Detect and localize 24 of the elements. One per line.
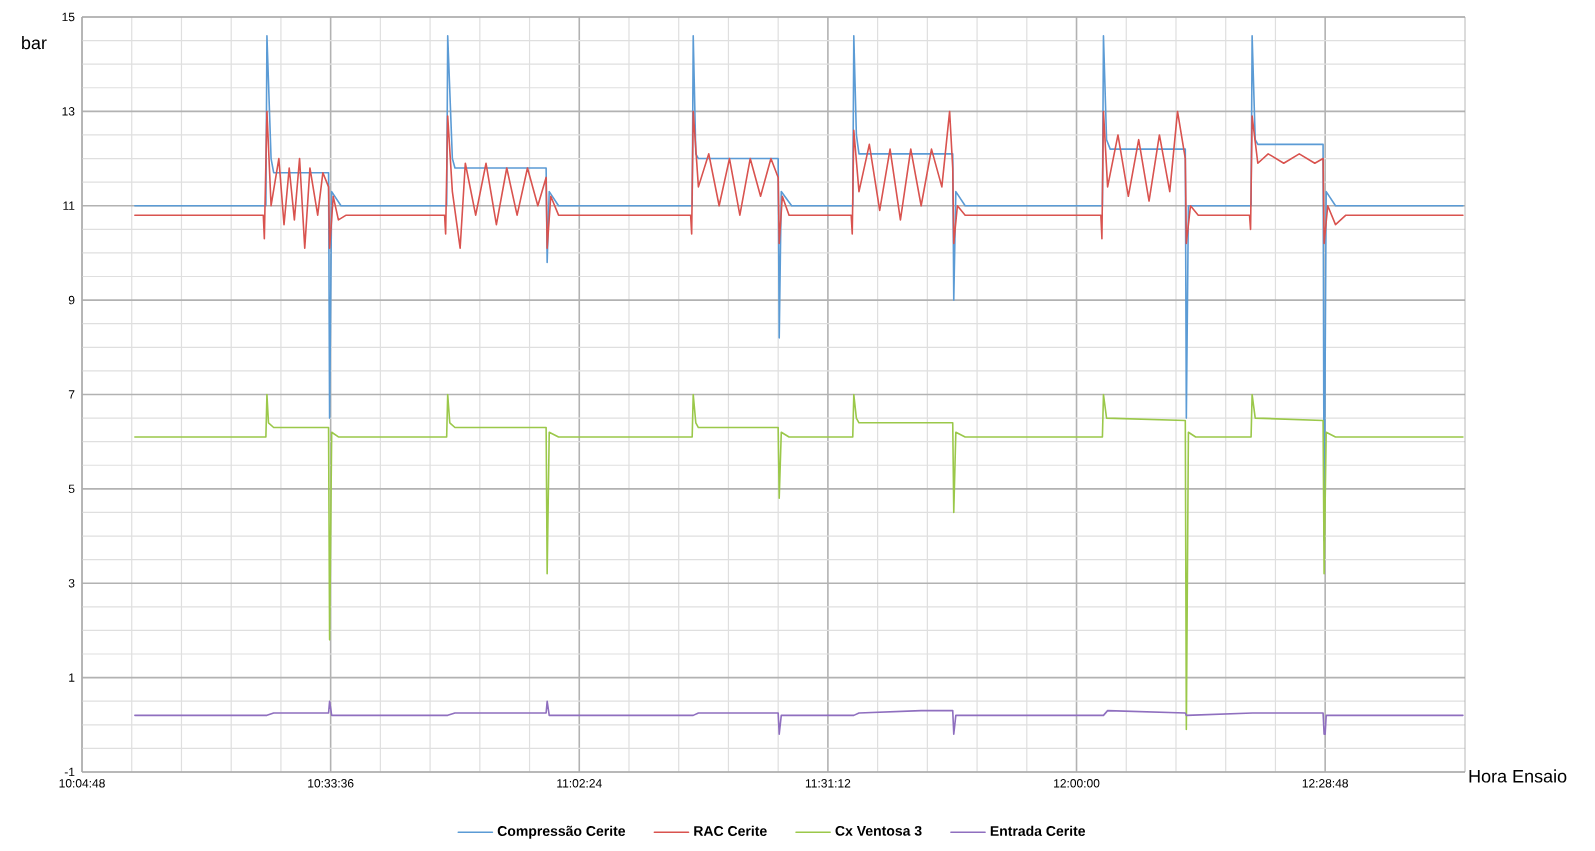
y-axis-title: bar — [22, 36, 47, 50]
y-tick-label: 3 — [68, 578, 75, 588]
legend-label: Compressão Cerite — [497, 825, 626, 839]
line-series — [134, 110, 1464, 249]
x-tick-label: 10:04:48 — [59, 779, 105, 788]
y-tick-label: 1 — [69, 673, 75, 682]
x-tick-label: 10:33:36 — [308, 779, 354, 788]
x-tick-label: 11:02:24 — [557, 779, 602, 788]
x-tick-label: 11:31:12 — [805, 779, 851, 788]
legend-label: Cx Ventosa 3 — [835, 825, 922, 836]
x-axis-title: Hora Ensaio — [1469, 769, 1567, 783]
y-tick-label: 15 — [62, 12, 75, 22]
x-tick-label: 12:00:00 — [1054, 779, 1100, 788]
y-tick-label: 11 — [63, 201, 75, 210]
line-series — [134, 393, 1464, 731]
y-tick-label: 13 — [62, 107, 75, 116]
y-tick-label: 5 — [68, 484, 75, 494]
y-tick-label: 7 — [68, 390, 75, 399]
x-tick-label: 12:28:48 — [1302, 779, 1348, 788]
legend-label: RAC Cerite — [694, 825, 767, 836]
line-series — [134, 700, 1464, 736]
legend-label: Entrada Cerite — [990, 825, 1086, 836]
y-tick-label: 9 — [68, 295, 75, 305]
y-tick-label: -1 — [64, 767, 75, 777]
